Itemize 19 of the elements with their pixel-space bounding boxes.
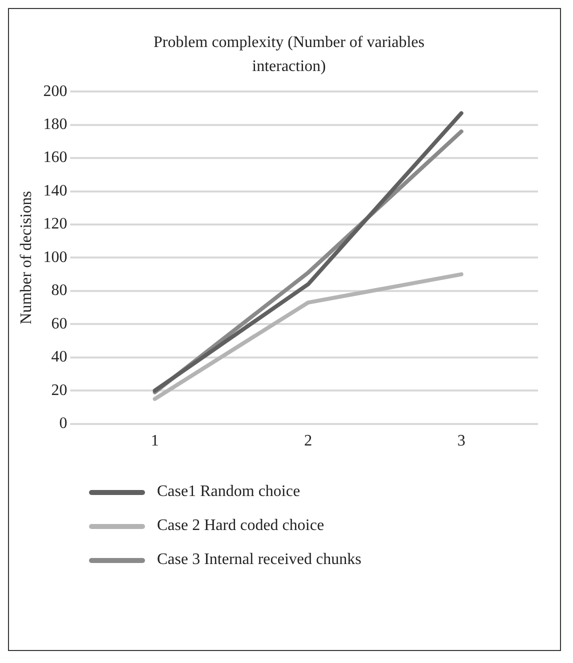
y-tick-label: 140	[43, 182, 68, 200]
y-axis-title: Number of decisions	[18, 191, 35, 324]
y-tick-label: 60	[51, 315, 68, 332]
x-tick-label: 2	[304, 432, 312, 450]
x-tick-label: 1	[150, 432, 159, 450]
y-tick-label: 160	[43, 149, 68, 166]
y-tick-label: 200	[43, 82, 68, 100]
legend-label: Case 2 Hard coded choice	[157, 517, 324, 535]
y-tick-label: 120	[43, 216, 68, 233]
x-tick-label: 3	[457, 432, 466, 450]
legend-label: Case1 Random choice	[157, 483, 300, 501]
y-tick-label: 180	[43, 116, 68, 134]
y-tick-label: 0	[59, 415, 68, 432]
y-tick-label: 100	[43, 248, 68, 266]
legend-label: Case 3 Internal received chunks	[157, 551, 362, 569]
chart-title: Problem complexity (Number of variables interaction)	[152, 33, 426, 77]
y-tick-label: 20	[51, 382, 68, 399]
y-tick-label: 40	[51, 348, 68, 366]
y-tick-label: 80	[51, 282, 68, 300]
